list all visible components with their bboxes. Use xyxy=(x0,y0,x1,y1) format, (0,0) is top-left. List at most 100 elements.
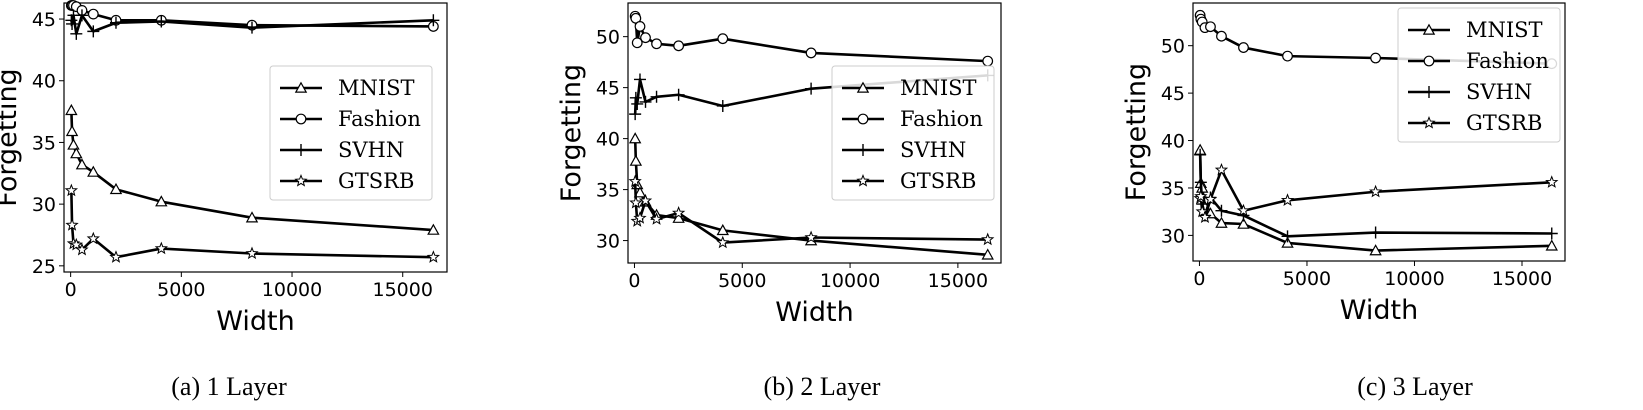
legend-entry: Fashion xyxy=(280,107,421,131)
data-point xyxy=(628,174,642,188)
legend-label: GTSRB xyxy=(900,169,976,193)
data-point xyxy=(650,90,663,103)
data-point xyxy=(245,246,259,260)
x-tick-label: 15000 xyxy=(372,279,432,301)
data-point xyxy=(426,250,441,263)
legend-entry: GTSRB xyxy=(1408,111,1542,135)
data-point xyxy=(69,237,83,251)
legend-marker xyxy=(856,174,870,187)
y-tick-label: 35 xyxy=(596,180,620,202)
legend-entry: MNIST xyxy=(280,76,415,100)
legend-label: GTSRB xyxy=(1466,111,1542,135)
x-tick-label: 0 xyxy=(65,279,77,301)
legend-entry: GTSRB xyxy=(842,169,976,193)
data-point xyxy=(716,223,730,236)
data-point xyxy=(65,124,79,137)
x-tick-label: 0 xyxy=(1193,268,1205,290)
legend-label: Fashion xyxy=(900,107,983,131)
y-axis-label: Forgetting xyxy=(1121,63,1152,201)
data-point xyxy=(155,15,168,28)
data-point xyxy=(633,73,646,86)
data-point xyxy=(629,108,642,121)
legend-entry: SVHN xyxy=(280,138,404,162)
data-point xyxy=(629,91,642,104)
legend-box xyxy=(1397,7,1561,143)
data-point xyxy=(66,17,79,30)
x-tick-label: 15000 xyxy=(1492,268,1552,290)
data-point xyxy=(981,232,995,246)
data-point xyxy=(805,82,818,95)
y-tick-label: 45 xyxy=(596,78,620,100)
legend-marker xyxy=(295,144,307,156)
data-point xyxy=(75,9,88,22)
data-point xyxy=(981,248,994,260)
caption-a: (a) 1 Layer xyxy=(171,372,287,401)
series-line xyxy=(70,110,434,232)
data-point xyxy=(109,182,123,195)
data-point xyxy=(1545,175,1559,188)
data-point xyxy=(1195,204,1209,218)
data-point xyxy=(1281,236,1294,248)
legend: MNIST Fashion SVHN GTSRB xyxy=(831,65,995,201)
series-gtsrb xyxy=(64,183,441,263)
data-point xyxy=(1369,244,1382,256)
data-point xyxy=(1368,184,1383,198)
x-axis-label: Width xyxy=(216,306,294,337)
plot-frame xyxy=(627,2,1002,264)
y-tick-label: 25 xyxy=(32,256,56,278)
data-point xyxy=(672,88,685,101)
data-point xyxy=(1280,193,1295,206)
data-point xyxy=(87,8,99,20)
legend-entry: Fashion xyxy=(1408,49,1549,73)
subplot-3: 0 5000 10000 15000 30 35 40 45 50 Width Forgetting… xyxy=(1121,2,1566,326)
data-point xyxy=(1205,21,1216,33)
y-tick-label: 40 xyxy=(596,129,620,151)
x-tick-label: 0 xyxy=(628,270,640,292)
y-tick-label: 35 xyxy=(32,132,56,154)
data-point xyxy=(649,212,664,225)
data-point xyxy=(982,55,994,67)
data-point xyxy=(154,241,168,255)
legend-marker xyxy=(1422,23,1436,35)
data-point xyxy=(1236,203,1251,217)
legend-label: MNIST xyxy=(338,76,415,100)
y-tick-label: 30 xyxy=(596,231,620,253)
data-point xyxy=(86,231,100,245)
legend-label: SVHN xyxy=(900,138,966,162)
legend-marker xyxy=(857,113,869,125)
data-point xyxy=(651,38,662,50)
legend-label: SVHN xyxy=(1466,80,1532,104)
x-tick-label: 10000 xyxy=(1384,268,1444,290)
data-point xyxy=(671,206,686,219)
series-gtsrb xyxy=(1193,162,1559,224)
x-tick-label: 5000 xyxy=(718,270,766,292)
y-tick-label: 50 xyxy=(596,27,620,49)
legend-label: MNIST xyxy=(900,76,977,100)
data-point xyxy=(70,147,83,159)
data-point xyxy=(87,165,100,177)
data-point xyxy=(109,250,123,263)
plot-frame xyxy=(1192,2,1566,262)
data-point xyxy=(1237,217,1250,229)
data-point xyxy=(246,21,259,34)
legend-marker xyxy=(294,81,308,93)
data-point xyxy=(633,211,647,224)
data-point xyxy=(717,33,729,45)
legend-marker xyxy=(857,144,869,156)
legend: MNIST Fashion SVHN GTSRB xyxy=(269,65,433,201)
data-point xyxy=(1203,192,1218,206)
y-tick-label: 30 xyxy=(32,194,56,216)
legend-marker xyxy=(1423,55,1435,67)
data-point xyxy=(1194,176,1207,189)
data-point xyxy=(638,193,653,207)
y-tick-label: 45 xyxy=(32,9,56,31)
data-point xyxy=(75,158,89,170)
y-tick-label: 45 xyxy=(1161,83,1185,105)
data-point xyxy=(109,16,122,29)
x-axis-label: Width xyxy=(1340,295,1418,326)
y-tick-label: 35 xyxy=(1161,178,1185,200)
data-point xyxy=(640,32,651,44)
legend-label: GTSRB xyxy=(338,169,414,193)
legend-marker xyxy=(856,81,870,93)
data-point xyxy=(639,95,652,108)
